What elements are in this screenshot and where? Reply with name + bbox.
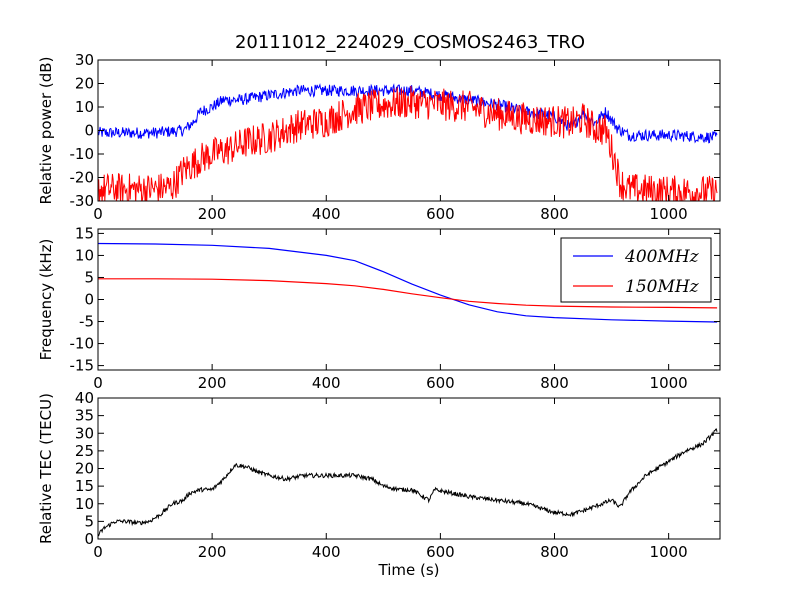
panel-3: 0 200 400 600 800 10000510152025303540Relativ… — [37, 389, 721, 579]
panel-3-ytick-label: 15 — [75, 477, 94, 495]
panel-2-ytick-label: 10 — [75, 246, 94, 264]
panel-3-ytick-label: 25 — [75, 442, 94, 460]
panel-3-ytick-label: 30 — [75, 424, 94, 442]
panel-1-xtick-label: 200 — [198, 205, 227, 223]
panel-2-ytick-label: 15 — [75, 224, 94, 242]
panel-3-xtick-label: 0 — [93, 543, 103, 561]
panel-2-ylabel: Frequency (kHz) — [37, 239, 55, 361]
panel-3-ytick-label: 0 — [84, 530, 94, 548]
panel-1: 0 200 400 600 800 1000 -30 -20 -10 0 10 20 30 Relativ… — [37, 51, 721, 223]
panel-3-ytick-label: 10 — [75, 495, 94, 513]
panel-1-ytick-label: 30 — [75, 51, 94, 69]
panel-1-xtick-label: 600 — [426, 205, 455, 223]
panels: 0 200 400 600 800 1000-30-20-100102030Relativ… — [37, 51, 721, 579]
panel-2-legend: 400MHz 150MHz — [560, 237, 712, 303]
panel-3-ytick-label: 40 — [75, 389, 94, 407]
panel-3-xtick-label: 600 — [426, 543, 455, 561]
panel-2-ytick-label: 0 — [84, 291, 94, 309]
panel-1-series-1-line — [98, 83, 718, 144]
legend-box — [560, 237, 712, 303]
panel-2-ytick-label: -15 — [70, 357, 95, 375]
panel-2-xtick-label: 800 — [540, 374, 569, 392]
panel-1-ytick-label: -30 — [70, 192, 95, 210]
legend-label: 400MHz — [624, 247, 700, 267]
panel-1-ytick-label: -20 — [70, 169, 95, 187]
panel-2: 0 200 400 600 800 1000 -15 -10 -5 0 5 10 15 Frequency… — [37, 224, 721, 392]
panel-1-ylabel: Relative power (dB) — [37, 57, 55, 205]
panel-3-xtick-label: 800 — [540, 543, 569, 561]
panel-3-series-1-line — [98, 428, 718, 537]
panel-3-xtick-label: 200 — [198, 543, 227, 561]
panel-1-series-2-line — [98, 85, 718, 201]
panel-1-xtick-label: 800 — [540, 205, 569, 223]
panel-2-ytick-label: -10 — [70, 335, 95, 353]
figure-title: 20111012_224029_COSMOS2463_TRO — [235, 32, 585, 53]
panel-2-series-2-line — [98, 278, 718, 309]
panel-1-xtick-label: 0 — [93, 205, 103, 223]
panel-3-ytick-label: 5 — [84, 512, 94, 530]
legend-label: 150MHz — [625, 277, 700, 297]
panel-3-xtick-label: 400 — [312, 543, 341, 561]
panel-3-ytick-label: 35 — [75, 407, 94, 425]
panel-2-xtick-label: 200 — [198, 374, 227, 392]
panel-1-xtick-label: 1000 — [650, 205, 688, 223]
panel-1-ytick-label: -10 — [70, 145, 95, 163]
panel-2-xtick-label: 400 — [312, 374, 341, 392]
panel-3-xlabel: Time (s) — [378, 561, 440, 579]
panel-3-ylabel: Relative TEC (TECU) — [37, 393, 55, 544]
panel-3-xtick-label: 1000 — [650, 543, 688, 561]
panel-2-ytick-label: 5 — [84, 268, 94, 286]
panel-2-series-1-line — [98, 242, 718, 323]
panel-1-ytick-label: 10 — [75, 98, 94, 116]
panel-3-ytick-label: 20 — [75, 460, 94, 478]
panel-2-xtick-label: 0 — [93, 374, 103, 392]
panel-2-ytick-label: -5 — [79, 313, 94, 331]
panel-2-xtick-label: 1000 — [650, 374, 688, 392]
panel-1-xtick-label: 400 — [312, 205, 341, 223]
panel-2-xtick-label: 600 — [426, 374, 455, 392]
panel-1-ytick-label: 0 — [84, 122, 94, 140]
panel-1-ytick-label: 20 — [75, 75, 94, 93]
